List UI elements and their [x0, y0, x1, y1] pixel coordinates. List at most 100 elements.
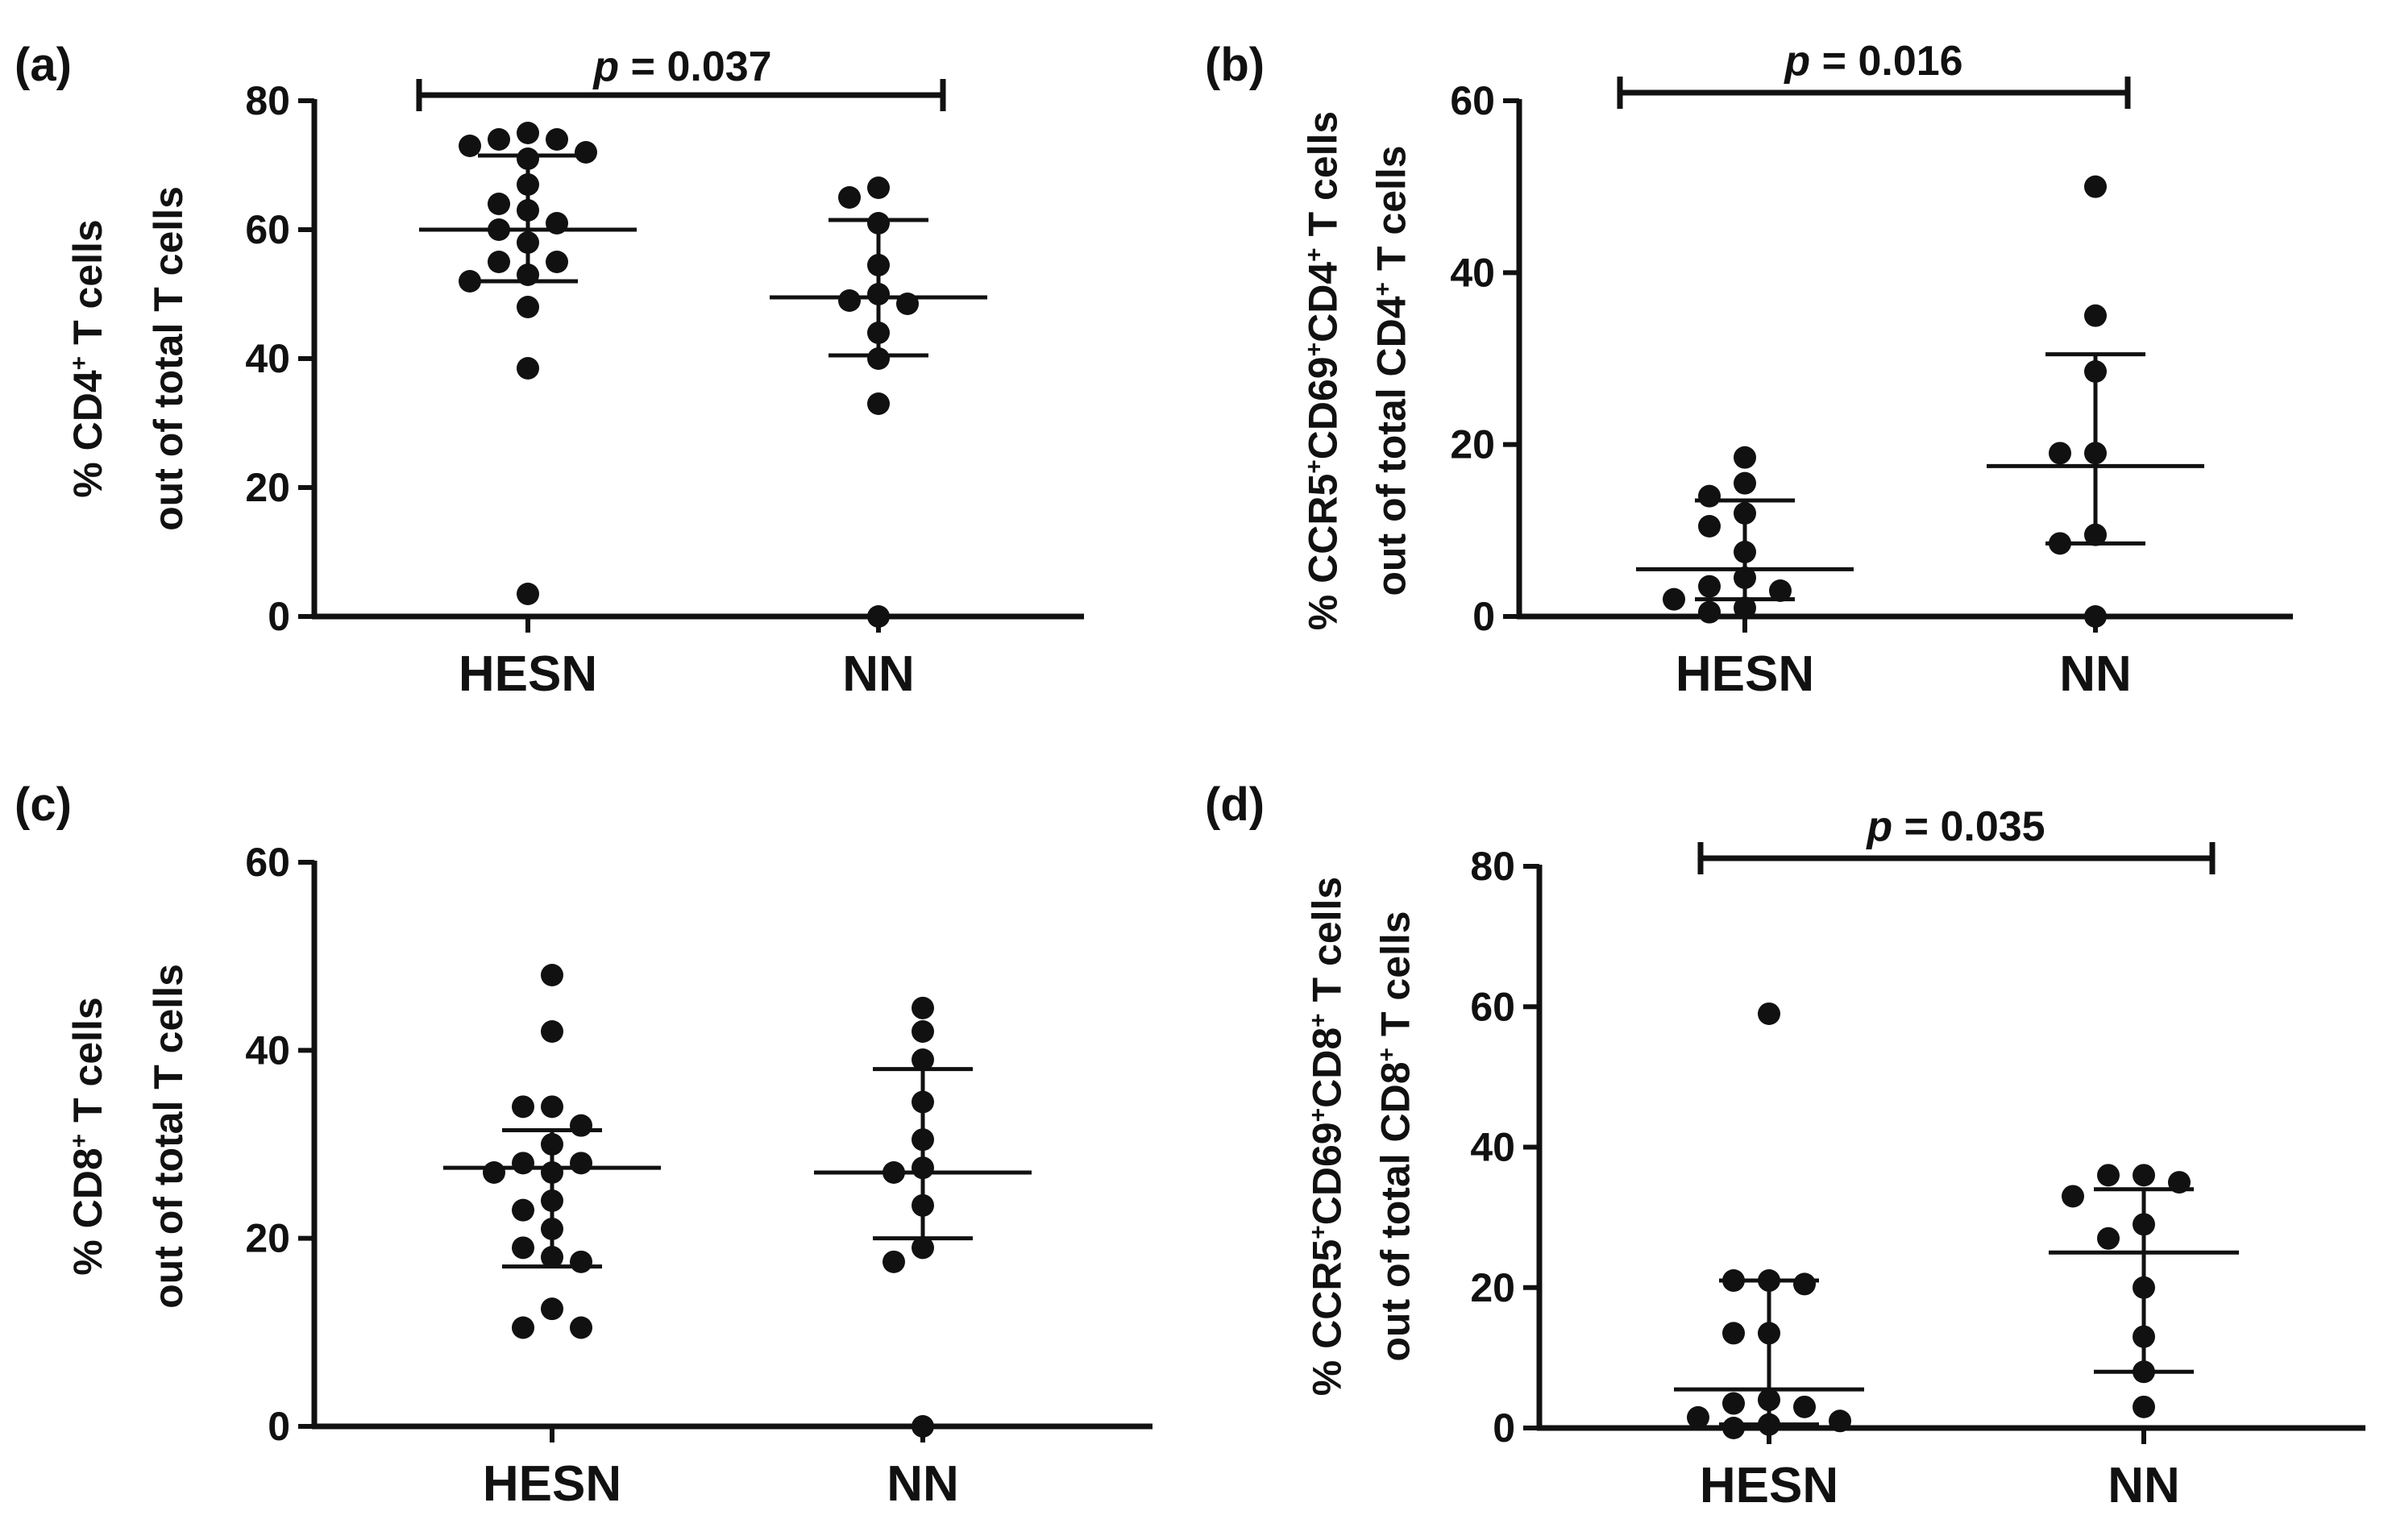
- data-point: [512, 1198, 534, 1222]
- label-text: % CD4: [65, 370, 110, 498]
- y-axis-label-line-2: out of total T cells: [146, 186, 191, 531]
- data-point: [1734, 502, 1756, 525]
- data-point: [1769, 579, 1792, 602]
- y-tick-label: 0: [268, 1404, 290, 1449]
- data-point: [1734, 541, 1756, 563]
- y-tick-label: 20: [1450, 422, 1495, 467]
- data-point: [517, 583, 539, 605]
- data-point: [517, 122, 539, 144]
- label-text: CD69: [1305, 1122, 1350, 1225]
- label-text: T cells: [1301, 111, 1346, 248]
- series-NN: [770, 176, 987, 628]
- data-point: [2084, 360, 2107, 383]
- data-point: [1758, 1322, 1780, 1345]
- label-text: T cells: [65, 219, 110, 356]
- data-point: [483, 1161, 505, 1184]
- y-axis-label-line-1: % CD4+ T cells: [65, 219, 110, 497]
- data-point: [2084, 442, 2107, 465]
- y-axis-label: % CD4+ T cells out of total T cells: [65, 186, 191, 531]
- x-category-label: NN: [887, 1456, 959, 1512]
- data-point: [883, 1161, 905, 1184]
- data-point: [2097, 1164, 2120, 1187]
- data-point: [867, 347, 890, 370]
- series-NN: [2049, 1164, 2239, 1418]
- superscript: +: [1302, 459, 1328, 474]
- data-point: [1758, 1002, 1780, 1025]
- data-point: [512, 1152, 534, 1175]
- y-tick-label: 40: [245, 1027, 290, 1073]
- chart-panel-3: (c) 0 20 40 60 HESN NN % CD8+ T cells out of tot…: [15, 778, 1152, 1512]
- data-point: [541, 1161, 563, 1184]
- data-point: [570, 1152, 592, 1175]
- superscript: +: [66, 1134, 93, 1148]
- data-point: [459, 135, 481, 157]
- x-category-label: HESN: [1676, 646, 1814, 702]
- data-point: [912, 1048, 934, 1071]
- superscript: +: [66, 356, 93, 371]
- data-point: [512, 1095, 534, 1119]
- data-point: [2133, 1164, 2155, 1187]
- series-HESN: [1636, 446, 1854, 624]
- data-point: [2084, 175, 2107, 198]
- x-category-label: NN: [2059, 646, 2132, 702]
- y-tick-label: 20: [1470, 1265, 1515, 1310]
- data-point: [541, 1095, 563, 1119]
- data-point: [2133, 1213, 2155, 1236]
- data-point: [912, 1193, 934, 1217]
- y-tick-label: 60: [245, 840, 290, 885]
- data-point: [517, 173, 539, 196]
- y-axis-label-line-1: % CD8+ T cells: [65, 997, 110, 1275]
- data-point: [867, 283, 890, 305]
- label-text: T cells: [1373, 911, 1418, 1048]
- data-point: [1829, 1409, 1851, 1433]
- data-point: [1722, 1392, 1745, 1415]
- p-symbol: p: [592, 44, 619, 90]
- data-point: [512, 1316, 534, 1339]
- superscript: +: [1302, 342, 1328, 357]
- x-category-label: NN: [2108, 1458, 2180, 1513]
- panel-label: (c): [15, 778, 72, 831]
- data-point: [867, 254, 890, 276]
- y-tick-label: 20: [245, 1216, 290, 1261]
- data-point: [488, 218, 510, 241]
- p-value-label: p = 0.035: [1865, 803, 2045, 850]
- superscript: +: [1306, 1013, 1332, 1027]
- data-point: [1698, 600, 1721, 624]
- y-tick-label: 60: [1450, 78, 1495, 123]
- data-point: [867, 322, 890, 344]
- data-point: [488, 251, 510, 273]
- data-point: [1722, 1322, 1745, 1345]
- data-point: [541, 1297, 563, 1321]
- data-point: [912, 1020, 934, 1043]
- chart-panel-1: (a) 0 20 40 60 80 HESN NN % CD4+ T cells out of t…: [15, 39, 1084, 702]
- data-point: [570, 1250, 592, 1273]
- data-point: [541, 1020, 563, 1043]
- data-point: [570, 1316, 592, 1339]
- data-point: [517, 296, 539, 318]
- label-text: out of total T cells: [146, 186, 191, 531]
- data-point: [570, 1114, 592, 1137]
- data-point: [541, 1189, 563, 1212]
- y-tick-label: 40: [1450, 250, 1495, 295]
- data-point: [517, 357, 539, 380]
- data-point: [2133, 1325, 2155, 1348]
- label-text: out of total T cells: [146, 964, 191, 1309]
- data-point: [517, 264, 539, 286]
- data-point: [2097, 1227, 2120, 1250]
- y-axis-label-line-1: % CCR5+CD69+CD8+ T cells: [1305, 877, 1350, 1396]
- y-tick-label: 40: [245, 336, 290, 381]
- y-tick-label: 60: [245, 207, 290, 252]
- data-point: [1758, 1413, 1780, 1436]
- y-tick-label: 0: [1493, 1405, 1515, 1451]
- p-symbol: p: [1865, 803, 1892, 850]
- data-point: [2084, 605, 2107, 628]
- data-point: [488, 193, 510, 215]
- superscript: +: [1306, 1108, 1332, 1123]
- data-point: [488, 128, 510, 151]
- label-text: out of total CD8: [1373, 1061, 1418, 1361]
- data-point: [1722, 1417, 1745, 1439]
- data-point: [1758, 1388, 1780, 1412]
- data-point: [867, 176, 890, 199]
